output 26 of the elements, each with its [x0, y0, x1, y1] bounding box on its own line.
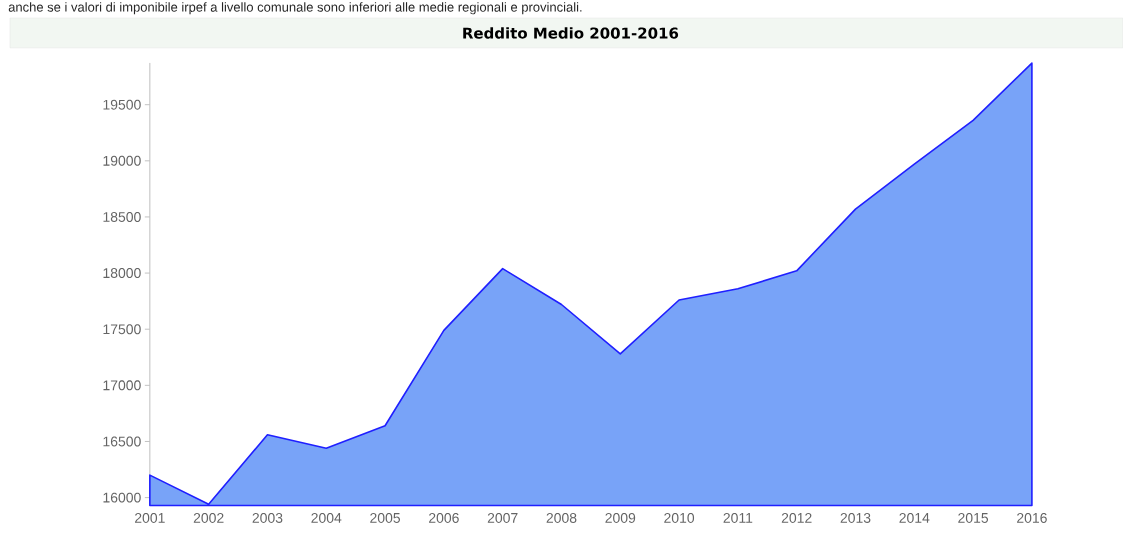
x-tick-label: 2003 [252, 512, 283, 523]
y-tick-label: 18500 [103, 211, 141, 222]
y-tick-label: 17000 [103, 380, 141, 391]
text: anche se i valori di imponibile irpef a livello comunale sono inferiori alle medie regionali e provinciali. [8, 1, 582, 15]
x-tick-label: 2014 [899, 512, 930, 523]
x-tick-label: 2015 [958, 512, 989, 523]
x-tick-label: 2013 [840, 512, 871, 523]
x-tick-label: 2016 [1017, 512, 1047, 523]
x-tick-label: 2004 [311, 512, 342, 523]
y-tick-label: 17500 [103, 324, 141, 334]
x-tick-label: 2006 [429, 512, 459, 523]
y-tick-label: 18000 [103, 267, 141, 278]
y-tick-label: 16000 [103, 492, 141, 503]
y-tick-label: 19500 [103, 99, 141, 110]
x-tick-label: 2001 [135, 512, 165, 523]
x-tick-label: 2007 [487, 512, 518, 523]
x-tick-label: 2010 [664, 512, 695, 523]
x-tick-label: 2009 [605, 512, 636, 523]
x-tick-label: 2005 [370, 512, 401, 523]
x-tick-label: 2008 [546, 512, 577, 523]
x-tick-label: 2002 [193, 512, 224, 523]
y-tick-label: 16500 [103, 436, 141, 447]
chart-title: Reddito Medio 2001-2016 [463, 26, 679, 39]
x-tick-label: 2011 [723, 512, 753, 523]
y-tick-label: 19000 [103, 155, 141, 166]
x-tick-label: 2012 [781, 512, 812, 523]
